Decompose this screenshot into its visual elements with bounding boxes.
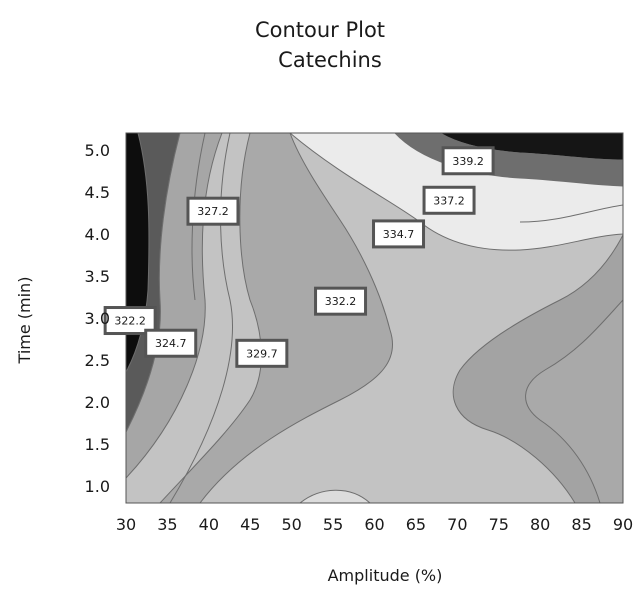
y-tick-label: 5.0 [85,141,110,160]
y-tick-label: 1.0 [85,477,110,496]
x-axis-ticks: 30 35 40 45 50 55 60 65 70 75 80 85 90 [116,515,633,534]
x-axis-label: Amplitude (%) [328,566,443,585]
contour-line-b [169,133,233,503]
y-tick-label: 2.0 [85,393,110,412]
x-tick-label: 45 [240,515,260,534]
x-tick-label: 35 [157,515,177,534]
contour-label-text: 324.7 [155,337,187,350]
contour-label-text: 339.2 [452,155,484,168]
y-axis-ticks: 1.0 1.5 2.0 2.5 3.0 3.5 4.0 4.5 5.0 [85,141,110,496]
plot-area [125,132,624,504]
x-tick-label: 50 [281,515,301,534]
x-tick-label: 60 [364,515,384,534]
y-tick-label: 1.5 [85,435,110,454]
x-tick-label: 90 [613,515,633,534]
contour-label: 334.7 [372,219,426,249]
y-tick-label: 3.0 [85,309,110,328]
x-tick-label: 85 [571,515,591,534]
x-tick-label: 30 [116,515,136,534]
contour-label-box [372,219,426,249]
contour-label: 337.2 [422,185,476,215]
y-tick-label: 3.5 [85,267,110,286]
contour-label: 329.7 [235,338,289,368]
contour-label-text: 327.2 [197,205,229,218]
x-tick-label: 65 [406,515,426,534]
contour-label: 332.2 [314,286,368,316]
contour-labels: 322.2 324.7 327.2 329.7 332.2 334.7 337.2 339.2 [103,146,495,368]
contour-label: 339.2 [441,146,495,176]
y-tick-label: 2.5 [85,351,110,370]
chart-title-line-1: Contour Plot [254,18,386,42]
x-tick-label: 70 [447,515,467,534]
y-axis-label: Time (min) [15,277,34,365]
contour-label-box [235,338,289,368]
x-tick-label: 80 [530,515,550,534]
contour-label-text: 332.2 [325,295,357,308]
chart-title-line-2: Catechins [278,48,382,72]
contour-line-a [191,133,206,301]
contour-region-329-7 [159,133,394,503]
contour-label-box [186,196,240,226]
contour-region-right-inner [525,299,623,503]
contour-region-bottom-bump [299,489,371,503]
x-tick-label: 40 [199,515,219,534]
contour-label: 327.2 [186,196,240,226]
contour-label-text: 329.7 [246,347,278,360]
contour-label-text: 337.2 [433,194,465,207]
contour-label-box [422,185,476,215]
contour-line-c [519,204,623,223]
y-tick-label: 4.5 [85,183,110,202]
x-tick-label: 55 [323,515,343,534]
contour-label-text: 334.7 [383,228,415,241]
contour-label-box [144,328,198,358]
contour-label-box [314,286,368,316]
contour-label-box [441,146,495,176]
contour-label: 324.7 [144,328,198,358]
contour-label-text: 322.2 [114,315,146,328]
x-tick-label: 75 [489,515,509,534]
y-tick-label: 4.0 [85,225,110,244]
